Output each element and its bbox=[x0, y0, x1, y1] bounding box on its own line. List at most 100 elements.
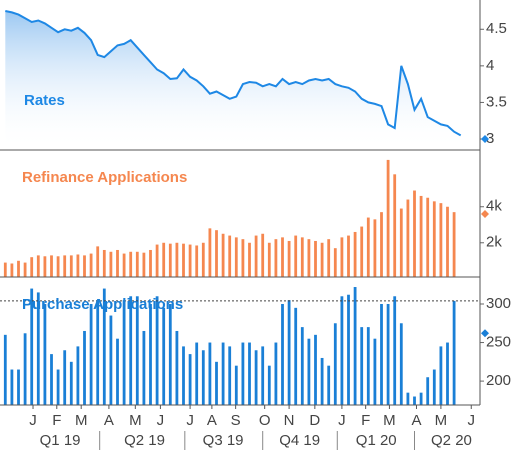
bar bbox=[17, 369, 20, 405]
bar bbox=[432, 201, 436, 277]
bar bbox=[182, 243, 185, 277]
month-label: S bbox=[231, 412, 241, 429]
bar bbox=[406, 392, 410, 405]
bar bbox=[215, 361, 218, 405]
bar bbox=[380, 303, 383, 405]
month-label: M bbox=[75, 412, 88, 429]
bar bbox=[102, 288, 106, 405]
bar bbox=[122, 253, 126, 277]
bar bbox=[347, 294, 350, 405]
bar bbox=[267, 242, 271, 277]
bar bbox=[83, 255, 86, 277]
bar bbox=[56, 256, 60, 277]
bar bbox=[195, 342, 199, 405]
bar bbox=[215, 230, 218, 277]
month-label: N bbox=[284, 412, 295, 429]
bar bbox=[274, 342, 278, 405]
bar bbox=[3, 262, 7, 277]
bar bbox=[300, 237, 304, 277]
bar bbox=[320, 357, 324, 405]
bar bbox=[373, 338, 377, 405]
bar bbox=[413, 190, 416, 277]
bar bbox=[360, 226, 364, 277]
bar bbox=[241, 342, 245, 405]
panel-title: Rates bbox=[24, 92, 65, 109]
bar bbox=[399, 208, 403, 277]
bar bbox=[89, 303, 93, 405]
bar bbox=[50, 354, 53, 405]
bar bbox=[17, 260, 20, 277]
bar bbox=[162, 307, 166, 405]
bar bbox=[201, 242, 205, 277]
bar bbox=[135, 296, 139, 405]
bar bbox=[314, 240, 317, 277]
bar bbox=[267, 365, 271, 405]
panel-title: Purchase Applications bbox=[22, 296, 183, 313]
bar bbox=[340, 237, 344, 277]
month-label: J bbox=[29, 412, 37, 429]
y-tick-label: 4k bbox=[486, 198, 502, 215]
bar bbox=[327, 365, 331, 405]
quarter-label: Q3 19 bbox=[203, 432, 244, 449]
bar bbox=[320, 242, 324, 277]
month-label: A bbox=[411, 412, 421, 429]
bar bbox=[135, 251, 139, 277]
bar bbox=[287, 300, 291, 405]
bar bbox=[254, 235, 258, 277]
bar bbox=[287, 240, 291, 277]
bar bbox=[439, 346, 443, 405]
bar bbox=[300, 327, 304, 405]
bar bbox=[281, 237, 284, 277]
rates-line bbox=[5, 10, 462, 137]
bar bbox=[294, 307, 298, 405]
bar bbox=[274, 239, 278, 277]
quarter-label: Q1 20 bbox=[356, 432, 397, 449]
bar bbox=[386, 303, 390, 405]
bar bbox=[413, 396, 416, 405]
rates-area bbox=[5, 11, 461, 150]
bar bbox=[340, 296, 344, 405]
bar bbox=[419, 392, 423, 405]
y-tick-label: 4.5 bbox=[486, 20, 507, 37]
bar bbox=[221, 342, 225, 405]
bar bbox=[432, 369, 436, 405]
bar bbox=[380, 212, 383, 277]
y-tick-label: 4 bbox=[486, 57, 494, 74]
bar bbox=[281, 303, 284, 405]
bar bbox=[307, 338, 311, 405]
bar bbox=[373, 219, 377, 277]
panel-title: Refinance Applications bbox=[22, 169, 187, 186]
bar bbox=[439, 203, 443, 277]
bar bbox=[83, 330, 86, 405]
bar bbox=[195, 245, 199, 277]
bar bbox=[208, 228, 212, 277]
month-label: A bbox=[104, 412, 114, 429]
month-label: A bbox=[207, 412, 217, 429]
bar bbox=[188, 244, 192, 277]
month-label: F bbox=[361, 412, 370, 429]
y-tick-label: 200 bbox=[486, 372, 511, 389]
last-value-marker bbox=[481, 135, 489, 144]
bar bbox=[419, 195, 423, 277]
bar bbox=[69, 361, 73, 405]
y-tick-label: 3 bbox=[486, 130, 494, 147]
bar bbox=[23, 333, 27, 405]
bar bbox=[452, 212, 456, 277]
bar bbox=[36, 255, 40, 277]
bar bbox=[393, 296, 397, 405]
bar bbox=[129, 251, 133, 277]
y-tick-label: 300 bbox=[486, 295, 511, 312]
bar bbox=[155, 244, 159, 277]
bar bbox=[406, 199, 410, 277]
bar bbox=[142, 330, 146, 405]
month-label: D bbox=[309, 412, 320, 429]
y-tick-label: 2k bbox=[486, 234, 502, 251]
bar bbox=[36, 292, 40, 405]
bar bbox=[228, 235, 232, 277]
bar bbox=[314, 334, 317, 405]
bar bbox=[261, 346, 265, 405]
bar bbox=[96, 300, 100, 405]
bar bbox=[446, 342, 449, 405]
y-tick-label: 3.5 bbox=[486, 93, 507, 110]
